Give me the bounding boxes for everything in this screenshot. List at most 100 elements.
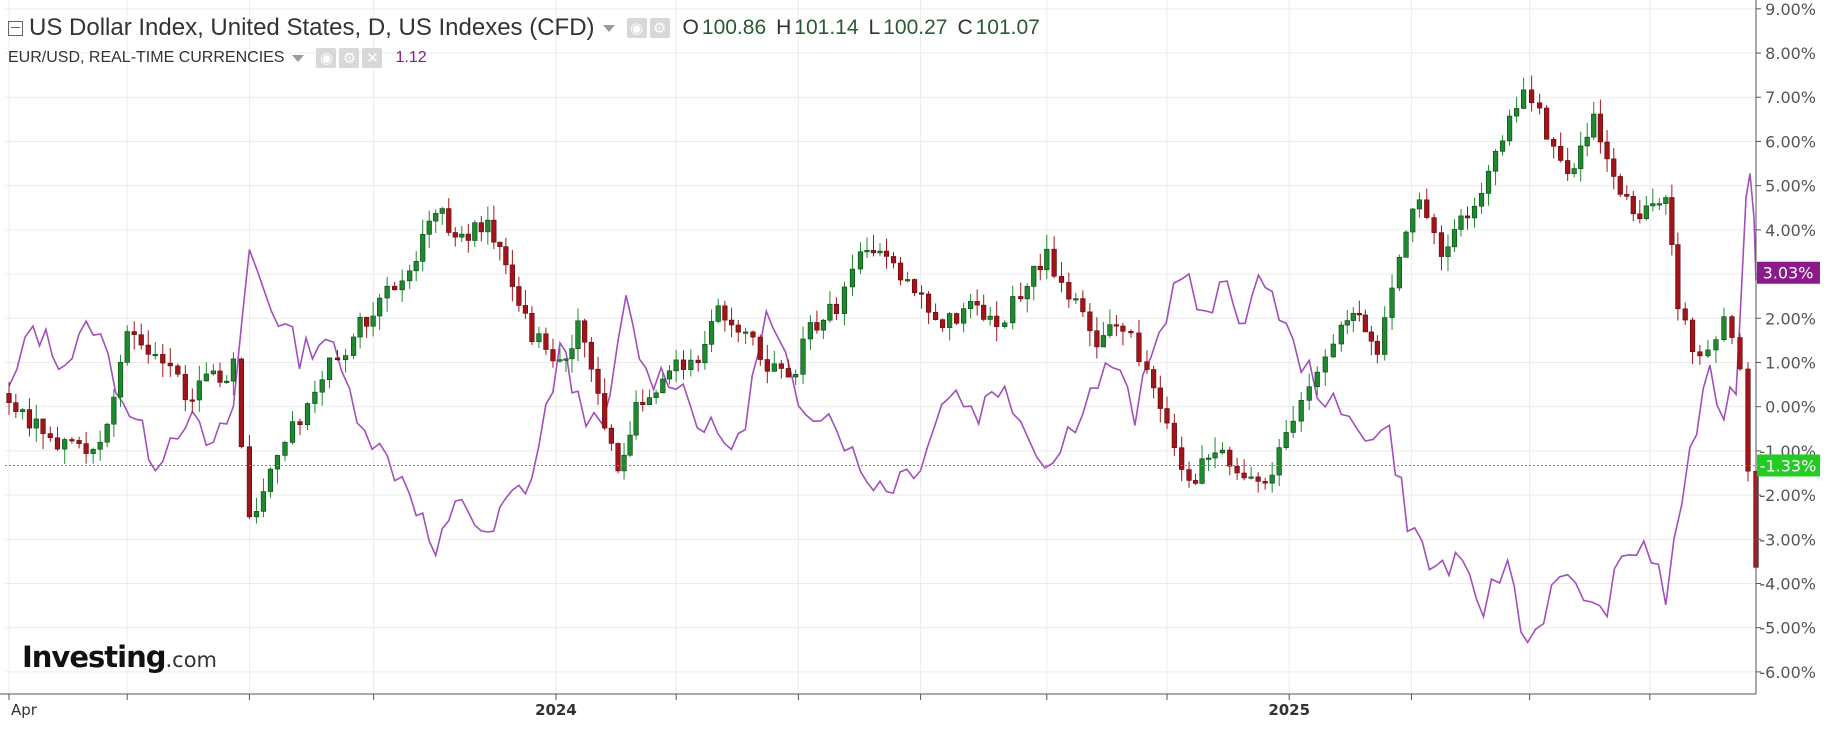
candle	[974, 301, 980, 306]
candle	[1356, 313, 1362, 316]
candle	[1151, 369, 1157, 389]
candle	[420, 233, 426, 262]
candle	[1058, 275, 1065, 283]
candle	[981, 304, 987, 320]
candle	[459, 233, 465, 238]
candle	[1186, 469, 1192, 481]
candle	[407, 270, 413, 282]
candle	[210, 370, 216, 375]
candle	[1721, 316, 1727, 340]
candle	[1499, 140, 1506, 152]
candle	[1164, 408, 1170, 424]
candle	[529, 313, 535, 343]
y-tick-label: 4.00%	[1765, 221, 1816, 240]
candle	[238, 358, 245, 448]
candle	[575, 320, 581, 349]
candle	[465, 233, 471, 241]
candle	[1410, 208, 1416, 233]
candle	[274, 455, 281, 470]
open-value: 100.86	[701, 16, 767, 39]
chevron-down-icon[interactable]	[602, 24, 615, 32]
candle	[1682, 308, 1688, 321]
dxy-badge-text: -1.33%	[1760, 456, 1817, 475]
candle	[1617, 176, 1623, 195]
candle	[1382, 317, 1388, 355]
candle	[1729, 316, 1735, 338]
candle	[1578, 145, 1584, 169]
eye-icon[interactable]: ◉	[316, 48, 337, 68]
dxy-candles	[6, 75, 1759, 575]
candle	[370, 315, 376, 327]
candle	[680, 359, 687, 370]
candle	[1262, 481, 1268, 484]
candle	[897, 262, 904, 281]
candle	[319, 379, 325, 393]
candle	[1604, 141, 1610, 160]
x-tick-label: 2025	[1268, 701, 1310, 719]
candle	[1431, 217, 1437, 233]
candle	[426, 220, 432, 235]
candle	[1656, 203, 1662, 206]
candle	[452, 232, 458, 238]
candle	[522, 305, 528, 314]
candle	[543, 333, 549, 350]
candle	[175, 365, 181, 375]
candle	[1745, 368, 1751, 472]
candle	[1630, 196, 1636, 215]
candle	[326, 357, 333, 380]
candle	[849, 268, 856, 288]
candle	[864, 250, 870, 253]
candle	[563, 358, 569, 361]
candle	[1424, 199, 1430, 218]
candle	[820, 319, 827, 331]
collapse-icon[interactable]	[8, 20, 23, 36]
candle	[1087, 311, 1093, 332]
candle	[1529, 89, 1535, 104]
candle	[582, 320, 588, 343]
candle	[1416, 199, 1423, 210]
candle	[569, 348, 575, 360]
candle	[1669, 197, 1675, 245]
candle	[602, 393, 608, 429]
candle	[503, 246, 509, 266]
candle	[83, 443, 89, 454]
candle	[1212, 452, 1218, 459]
candle	[40, 418, 46, 434]
candle	[1018, 296, 1024, 300]
candle	[785, 368, 791, 378]
candle	[673, 359, 679, 372]
candle	[1492, 151, 1499, 172]
eye-icon[interactable]: ◉	[626, 18, 647, 38]
candle	[1571, 168, 1577, 174]
candle	[1464, 215, 1471, 219]
candle	[1010, 296, 1016, 324]
candle	[793, 373, 799, 378]
candle	[47, 433, 53, 439]
candle	[1438, 232, 1445, 257]
candle	[1558, 145, 1564, 161]
candle	[877, 250, 883, 254]
candle	[1478, 193, 1485, 207]
candle	[1650, 203, 1656, 207]
candle	[918, 292, 925, 295]
chevron-down-icon[interactable]	[292, 54, 305, 62]
close-icon[interactable]: ✕	[362, 48, 383, 68]
investing-logo: Investing.com	[22, 640, 217, 674]
candle	[509, 264, 515, 287]
gear-icon[interactable]: ⚙	[339, 48, 360, 68]
gear-icon[interactable]: ⚙	[649, 18, 670, 38]
candle	[392, 285, 398, 291]
logo-domain-text: .com	[165, 648, 218, 672]
candle	[377, 297, 383, 317]
candle	[1044, 248, 1050, 271]
candle	[627, 434, 633, 456]
candle	[334, 357, 341, 361]
candle	[1128, 331, 1134, 334]
grid-layer	[5, 0, 1756, 694]
candle	[722, 305, 728, 321]
candle	[728, 319, 735, 326]
candle	[1663, 197, 1669, 204]
candle	[890, 256, 897, 264]
